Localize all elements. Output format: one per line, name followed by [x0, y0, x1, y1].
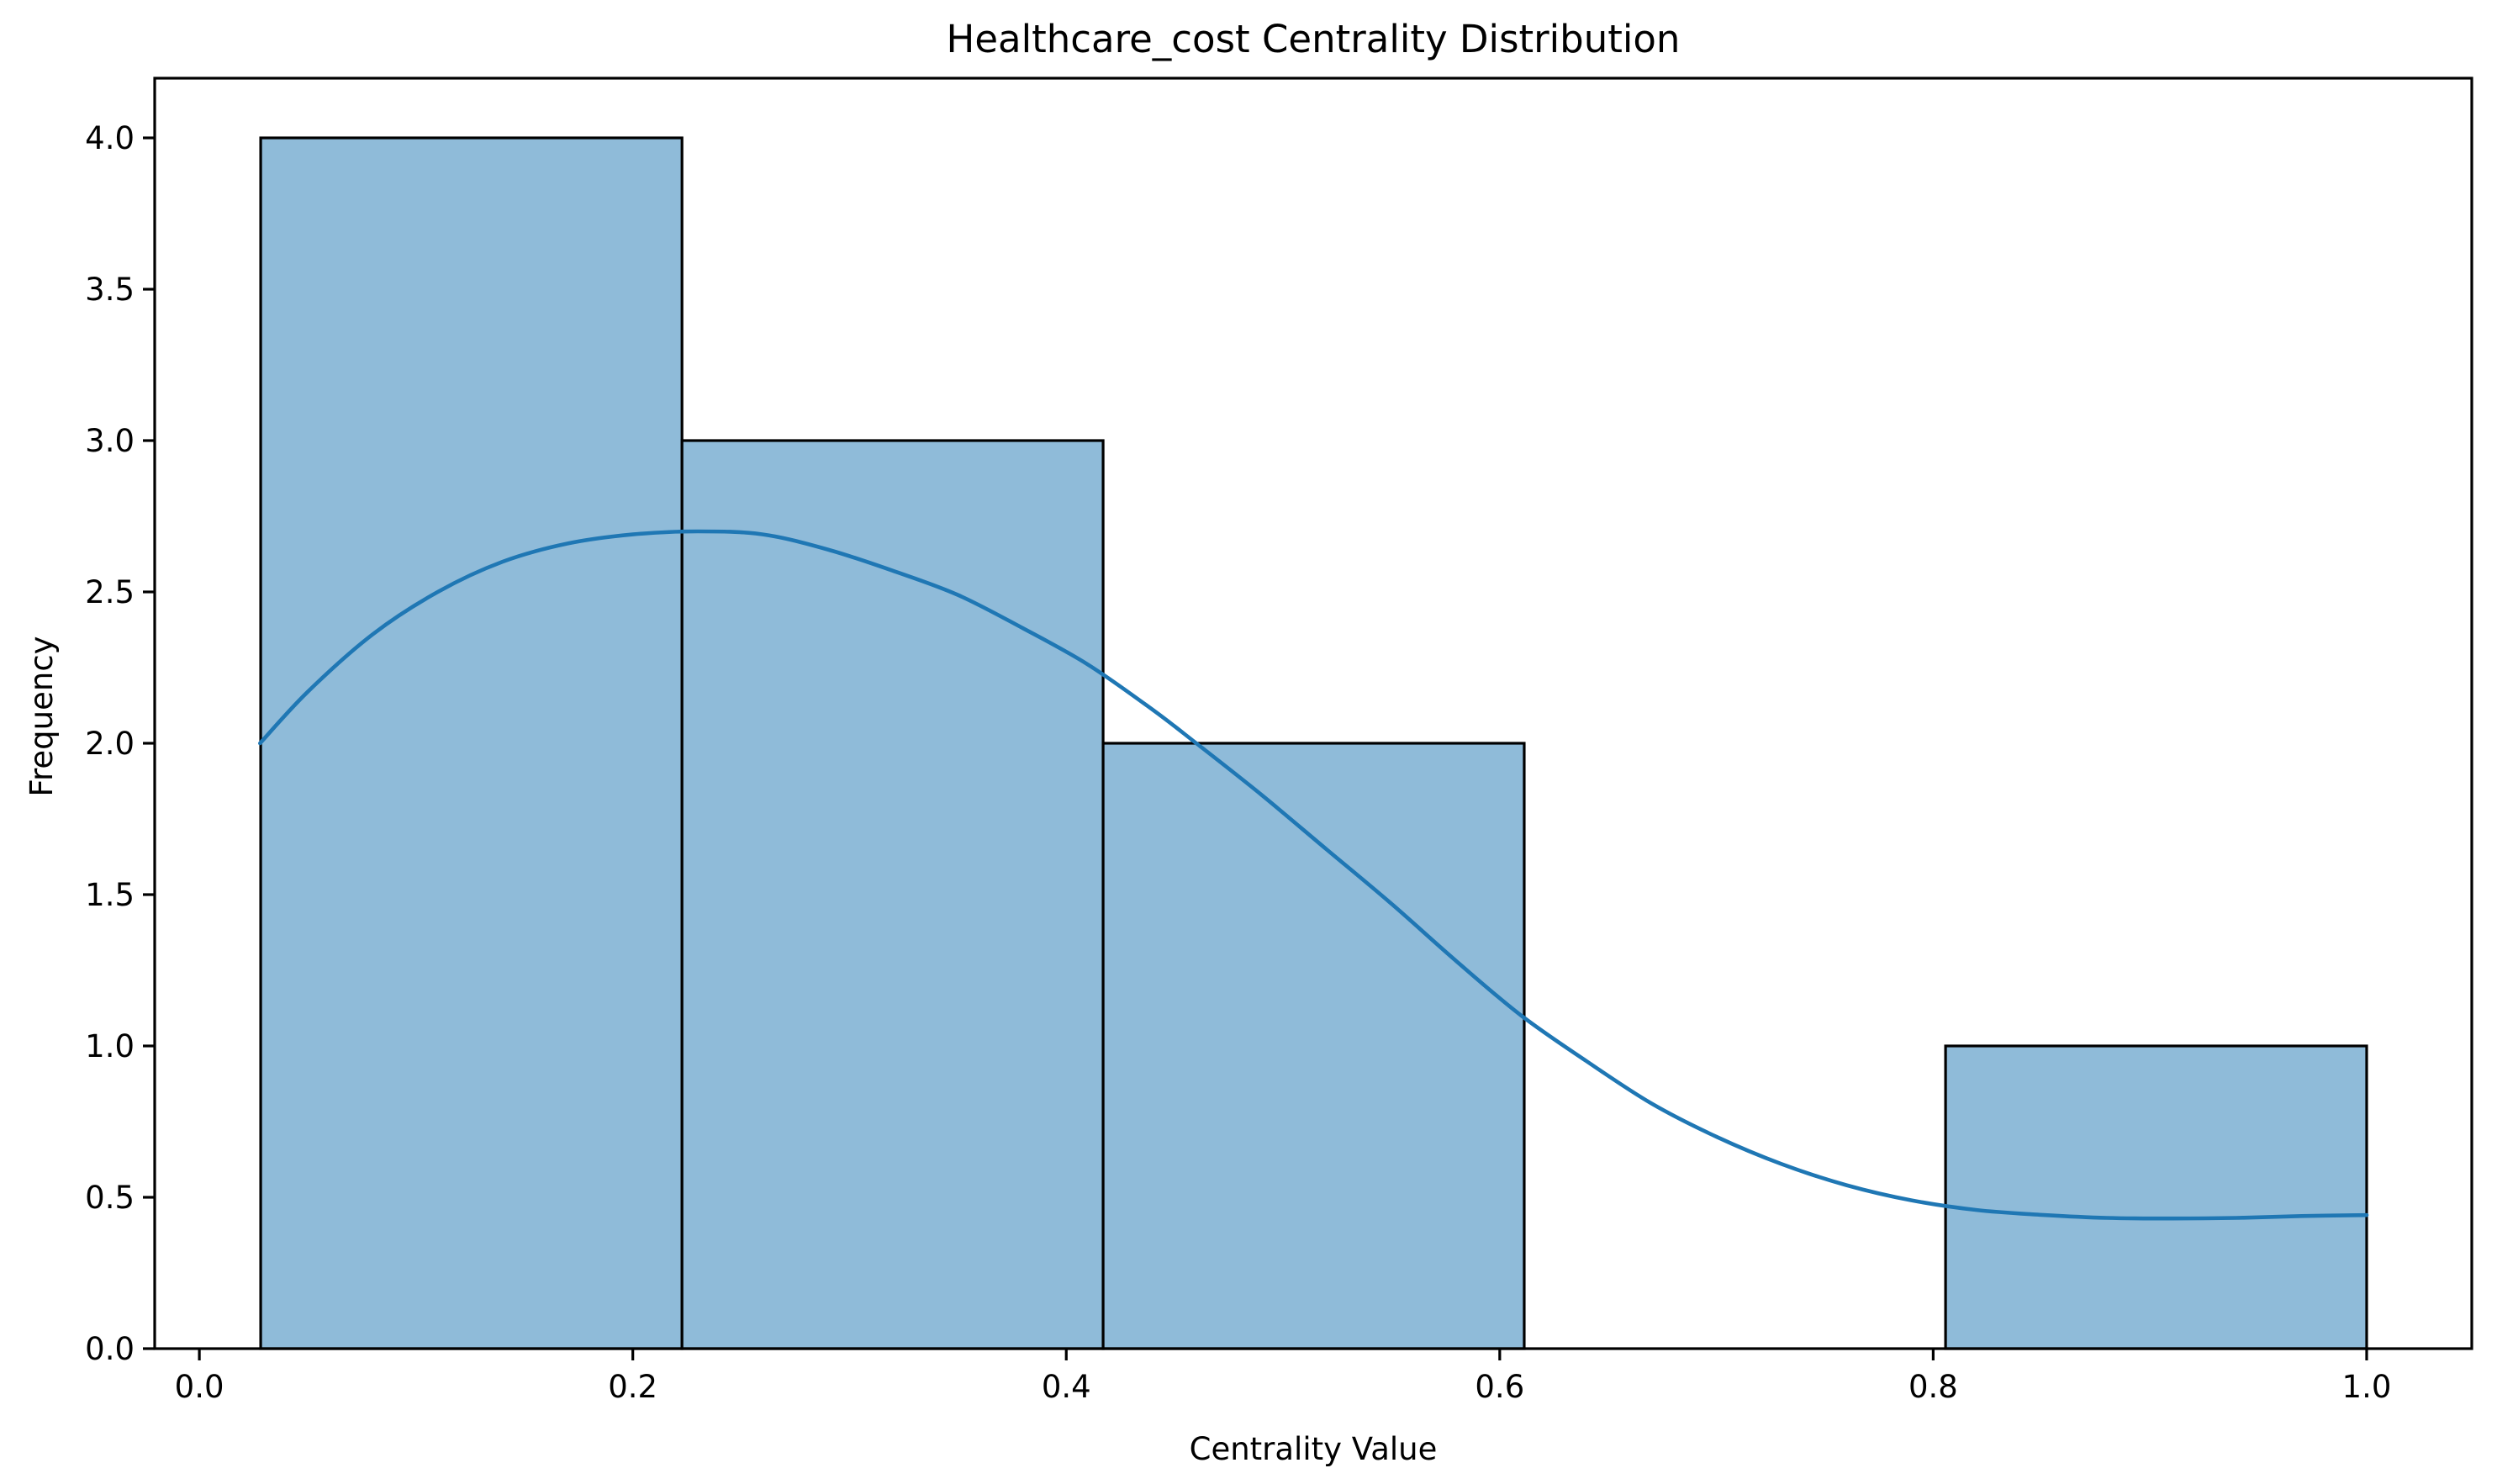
x-tick-label: 0.6	[1475, 1369, 1524, 1405]
kde-curve	[258, 529, 2369, 1221]
x-tick-label: 0.8	[1908, 1369, 1958, 1405]
y-tick-label: 0.5	[85, 1180, 135, 1216]
bars-layer	[259, 136, 2368, 1350]
x-tick-label: 0.4	[1042, 1369, 1091, 1405]
y-tick-label: 1.0	[85, 1028, 135, 1064]
y-tick-label: 0.0	[85, 1331, 135, 1367]
y-tick-label: 1.5	[85, 877, 135, 913]
histogram-bar	[1944, 1044, 2368, 1350]
histogram-bar	[259, 136, 684, 1350]
y-tick-label: 3.0	[85, 423, 135, 459]
y-tick-label: 4.0	[85, 120, 135, 156]
y-tick-label: 2.0	[85, 726, 135, 762]
y-axis-label: Frequency	[24, 636, 60, 796]
y-tick-label: 2.5	[85, 574, 135, 610]
plot-border	[153, 77, 2473, 1350]
kde-layer	[258, 529, 2369, 1221]
histogram-bar	[680, 439, 1105, 1350]
x-tick-label: 0.0	[175, 1369, 224, 1405]
axes-spines	[153, 77, 2473, 1350]
chart-title: Healthcare_cost Centrality Distribution	[947, 17, 1681, 61]
histogram-bar	[1101, 742, 1526, 1350]
x-tick-label: 0.2	[608, 1369, 657, 1405]
y-tick-label: 3.5	[85, 272, 135, 308]
x-tick-label: 1.0	[2342, 1369, 2392, 1405]
x-axis-label: Centrality Value	[1190, 1431, 1438, 1467]
ticks-layer: 0.0 0.2 0.4 0.6 0.8 1.0 0.0 0.5 1.0 1.5 2.0 2.5 3.0 3…	[85, 120, 2391, 1405]
